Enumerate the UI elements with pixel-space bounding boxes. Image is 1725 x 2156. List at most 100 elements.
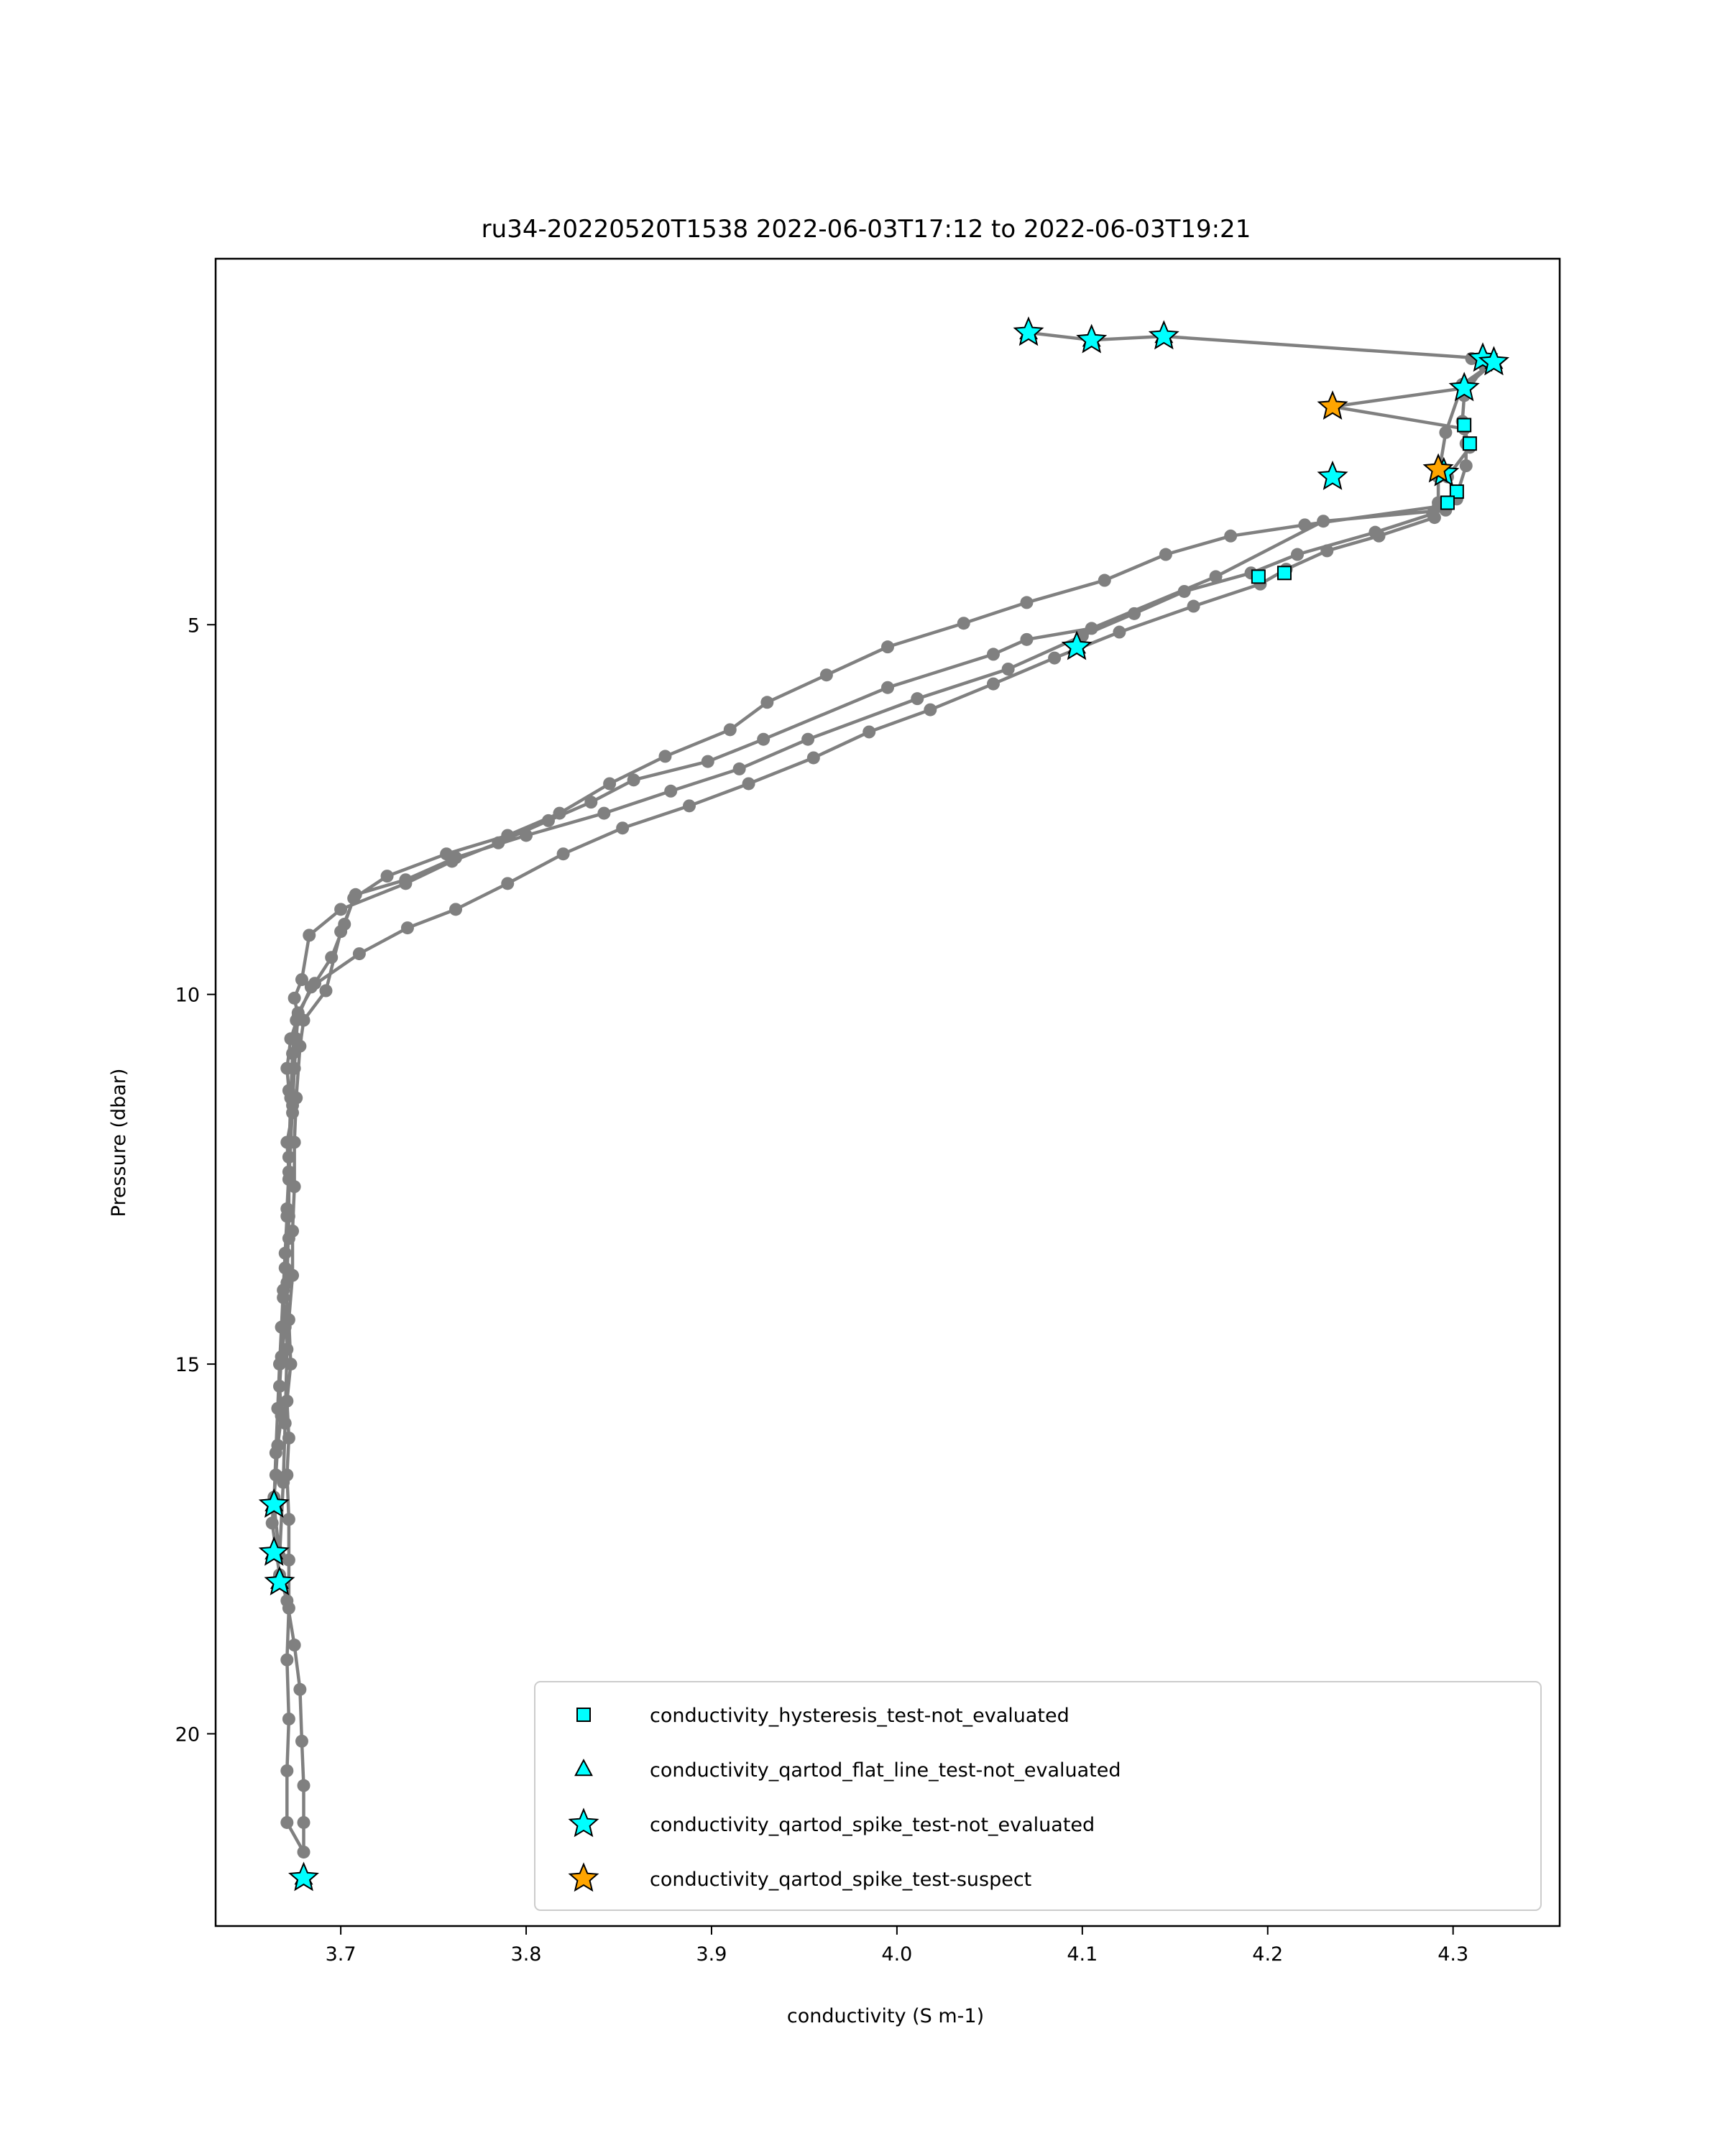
profile-point	[295, 973, 308, 987]
profile-point	[297, 1815, 310, 1829]
profile-point	[492, 836, 505, 849]
y-tick-label: 15	[175, 1354, 200, 1376]
profile-point	[1209, 570, 1223, 584]
profile-point	[272, 1358, 286, 1371]
profile-point	[347, 891, 361, 905]
profile-point	[1291, 548, 1305, 561]
square-marker	[1457, 418, 1472, 433]
profile-point	[520, 829, 533, 842]
profile-point	[732, 762, 746, 775]
star-marker	[258, 1488, 290, 1518]
legend: conductivity_hysteresis_test-not_evaluat…	[534, 1681, 1542, 1911]
profile-point	[556, 847, 570, 861]
profile-point	[304, 980, 318, 994]
square-marker	[1251, 569, 1266, 584]
profile-point	[352, 947, 366, 961]
profile-point	[286, 1046, 300, 1060]
profile-point	[1177, 584, 1191, 598]
star-marker	[1448, 372, 1480, 402]
profile-point	[957, 617, 970, 630]
x-tick-label: 4.2	[1252, 1943, 1283, 1966]
x-tick-label: 3.8	[511, 1943, 542, 1966]
profile-point	[987, 677, 1000, 691]
profile-point	[303, 929, 316, 942]
profile-point	[282, 1431, 295, 1445]
profile-point	[501, 829, 515, 842]
x-tick-label: 4.1	[1067, 1943, 1098, 1966]
star-marker	[1061, 630, 1092, 660]
legend-entry-label: conductivity_qartod_flat_line_test-not_e…	[650, 1759, 1121, 1782]
profile-point	[280, 1394, 294, 1408]
star-marker	[264, 1566, 295, 1595]
square-marker	[1276, 566, 1292, 581]
legend-square-marker	[576, 1708, 591, 1722]
profile-point	[881, 681, 894, 694]
profile-point	[1187, 599, 1200, 613]
profile-point	[1085, 622, 1098, 635]
profile-point	[293, 1682, 307, 1696]
legend-star-marker	[568, 1807, 599, 1838]
plot-area	[214, 257, 1561, 1927]
profile-point	[282, 1712, 295, 1726]
profile-point	[1020, 632, 1034, 646]
profile-point	[801, 732, 815, 746]
profile-point	[380, 870, 394, 883]
y-tick-label: 20	[175, 1724, 200, 1746]
profile-point	[664, 784, 678, 798]
profile-point	[1427, 511, 1441, 525]
profile-point	[742, 777, 755, 791]
profile-point	[597, 806, 611, 820]
profile-point	[282, 1172, 295, 1186]
star-marker	[1148, 320, 1179, 350]
profile-point	[284, 1091, 298, 1105]
profile-point	[757, 732, 770, 746]
star-marker	[1013, 316, 1044, 346]
x-tick-label: 3.7	[326, 1943, 356, 1966]
square-marker	[1462, 436, 1477, 451]
star-marker	[1076, 323, 1108, 354]
profile-point	[269, 1446, 282, 1460]
star-marker	[1317, 460, 1348, 490]
profile-point	[297, 1779, 310, 1792]
profile-point	[288, 1061, 301, 1075]
profile-point	[911, 692, 924, 706]
profile-point	[806, 751, 820, 765]
x-axis-label: conductivity (S m-1)	[787, 2005, 984, 2027]
profile-point	[1001, 662, 1015, 676]
square-marker	[1440, 495, 1455, 510]
profile-point	[280, 1276, 294, 1289]
profile-point	[924, 703, 937, 717]
profile-point	[290, 1032, 303, 1046]
star-marker	[1422, 453, 1454, 483]
profile-point	[1372, 529, 1386, 543]
profile-point	[272, 1379, 286, 1393]
profile-point	[295, 1734, 308, 1748]
profile-point	[334, 903, 348, 916]
profile-point	[553, 806, 566, 820]
profile-point	[290, 1013, 303, 1027]
profile-point	[627, 773, 640, 787]
profile-point	[987, 648, 1000, 661]
profile-point	[1459, 459, 1473, 473]
y-tick-label: 5	[188, 614, 200, 637]
legend-triangle-marker	[574, 1759, 593, 1777]
chart-title: ru34-20220520T1538 2022-06-03T17:12 to 2…	[482, 215, 1251, 244]
profile-line	[270, 331, 1496, 1854]
profile-point	[1113, 625, 1126, 639]
legend-entry-label: conductivity_qartod_spike_test-not_evalu…	[650, 1814, 1095, 1836]
star-marker	[258, 1536, 290, 1566]
x-tick-label: 3.9	[696, 1943, 727, 1966]
profile-point	[284, 1135, 298, 1149]
star-marker	[288, 1861, 319, 1892]
legend-entry-label: conductivity_hysteresis_test-not_evaluat…	[650, 1705, 1070, 1727]
profile-point	[1098, 573, 1111, 587]
profile-point	[271, 1401, 285, 1415]
legend-box	[534, 1681, 1542, 1911]
profile-point	[277, 1475, 290, 1489]
legend-entry-label: conductivity_qartod_spike_test-suspect	[650, 1869, 1031, 1891]
profile-point	[658, 750, 672, 763]
profile-point	[501, 877, 515, 890]
profile-point	[338, 917, 351, 931]
profile-point	[1048, 651, 1062, 665]
